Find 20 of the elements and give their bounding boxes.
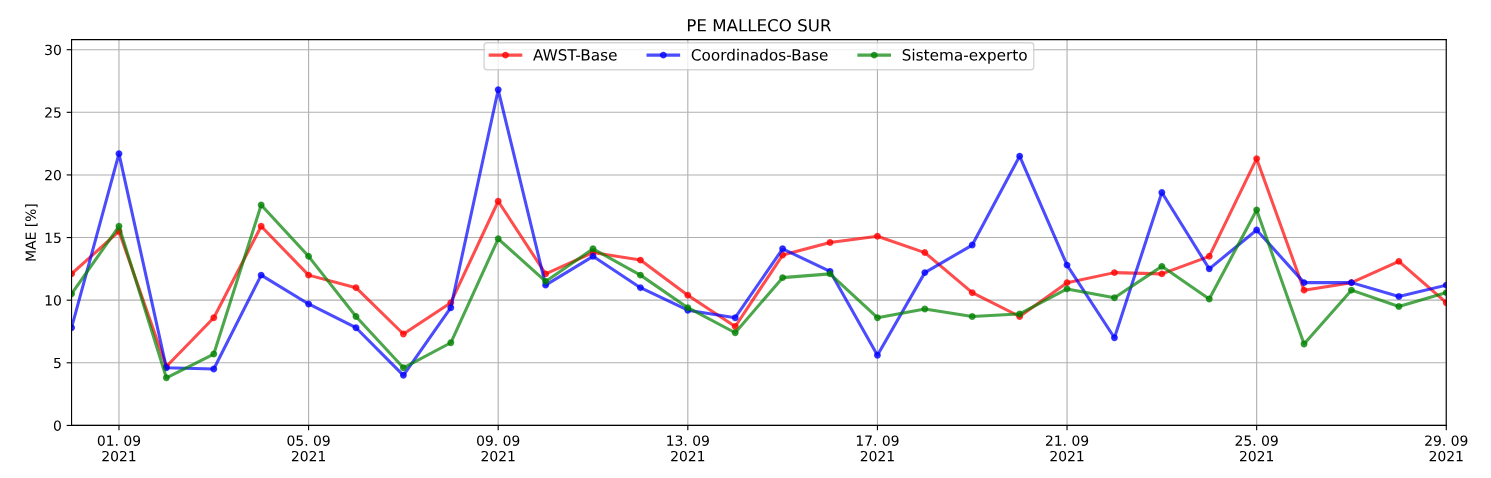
x-tick-label: 25. 09 2021	[1235, 435, 1278, 462]
y-tick-label: 5	[54, 357, 61, 369]
x-tick-label: 29. 09 2021	[1425, 435, 1468, 462]
x-tick-label: 09. 09 2021	[477, 435, 520, 462]
y-tick-label: 10	[45, 295, 61, 306]
y-axis-title: MAE [%]	[25, 204, 38, 261]
chart-title: PE MALLECO SUR	[687, 18, 832, 32]
legend-label: Sistema-experto	[902, 48, 1027, 64]
x-tick-label: 17. 09 2021	[856, 435, 899, 462]
y-tick-label: 20	[45, 169, 61, 181]
legend-label: AWST-Base	[533, 49, 617, 61]
x-tick-label: 01. 09 2021	[97, 435, 141, 462]
y-tick-label: 25	[45, 107, 61, 118]
x-tick-label: 05. 09 2021	[287, 435, 330, 462]
y-tick-label: 30	[45, 44, 61, 56]
legend-label: Coordinados-Base	[691, 48, 828, 61]
y-tick-label: 0	[53, 420, 61, 431]
x-tick-label: 13. 09 2021	[667, 435, 709, 462]
y-tick-label: 15	[45, 232, 61, 244]
x-tick-label: 21. 09 2021	[1045, 435, 1089, 462]
